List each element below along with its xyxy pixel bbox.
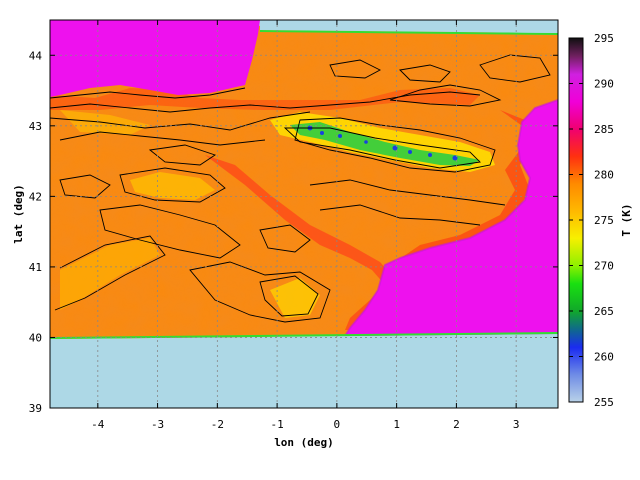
- colorbar-tick-label: 255: [594, 396, 614, 409]
- y-tick-label: 40: [29, 331, 42, 344]
- contour-lines: [50, 54, 551, 323]
- x-tick-label: -3: [151, 418, 164, 431]
- colorbar-tick-label: 295: [594, 32, 614, 45]
- colorbar-ticks: 255 260 265 270 275 280 285 290 295: [569, 32, 614, 409]
- y-tick-label: 39: [29, 402, 42, 415]
- colorbar-tick-label: 265: [594, 305, 614, 318]
- x-tick-label: -1: [270, 418, 283, 431]
- map-layer: [50, 20, 558, 408]
- y-axis-title: lat (deg): [12, 184, 25, 244]
- cool-patch-central: [130, 172, 215, 200]
- no-data-north: [260, 20, 558, 33]
- cool-patch-west: [60, 238, 160, 310]
- x-tick-label: -2: [211, 418, 224, 431]
- x-tick-label: 1: [393, 418, 400, 431]
- x-tick-label: -4: [91, 418, 105, 431]
- y-tick-label: 42: [29, 190, 42, 203]
- warm-north-coast: [50, 88, 480, 110]
- data-edge-south: [50, 332, 558, 339]
- colorbar-tick-label: 290: [594, 78, 614, 91]
- pyrenees-cold-core: [290, 122, 480, 166]
- x-tick-label: 3: [513, 418, 520, 431]
- sea-edge: [344, 99, 558, 337]
- colorbar-tick-label: 275: [594, 214, 614, 227]
- x-tick-label: 0: [334, 418, 341, 431]
- y-axis: 39 40 41 42 43 44: [29, 49, 558, 415]
- x-axis-title: lon (deg): [274, 436, 334, 449]
- bay-of-biscay: [50, 20, 260, 97]
- plot-frame: [49, 19, 559, 409]
- x-tick-label: 2: [453, 418, 460, 431]
- y-tick-label: 44: [29, 49, 43, 62]
- mediterranean-sea: [345, 100, 558, 336]
- cool-patch-south: [270, 278, 320, 318]
- colorbar-tick-label: 285: [594, 123, 614, 136]
- y-tick-label: 41: [29, 261, 42, 274]
- colorbar-tick-label: 270: [594, 260, 614, 273]
- y-tick-label: 43: [29, 120, 42, 133]
- data-edge-north: [259, 30, 558, 35]
- colorbar-tick-label: 280: [594, 169, 614, 182]
- colorbar-title: T (K): [620, 203, 633, 236]
- x-axis: -4 -3 -2 -1 0 1 2 3: [91, 20, 519, 431]
- no-data-south: [50, 334, 558, 408]
- colorbar-tick-label: 260: [594, 351, 614, 364]
